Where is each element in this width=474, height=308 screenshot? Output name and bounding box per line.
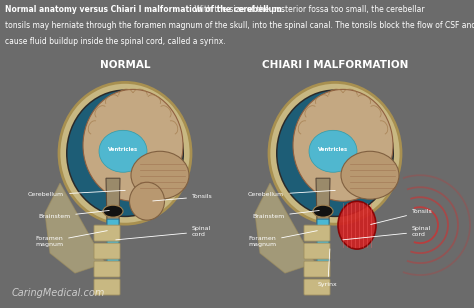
Text: Syrinx: Syrinx — [318, 249, 338, 287]
Ellipse shape — [338, 201, 376, 249]
Text: NORMAL: NORMAL — [100, 60, 150, 71]
FancyBboxPatch shape — [94, 225, 120, 241]
Text: tonsils may herniate through the foramen magnum of the skull, into the spinal ca: tonsils may herniate through the foramen… — [5, 21, 474, 30]
Polygon shape — [45, 183, 105, 273]
Ellipse shape — [269, 83, 401, 224]
FancyBboxPatch shape — [317, 219, 329, 273]
FancyBboxPatch shape — [304, 225, 330, 241]
Text: Cerebellum: Cerebellum — [28, 190, 125, 197]
Ellipse shape — [131, 151, 189, 199]
Text: Brainstem: Brainstem — [38, 210, 109, 219]
Text: Tonsils: Tonsils — [371, 209, 433, 225]
Text: Brainstem: Brainstem — [252, 210, 319, 219]
Polygon shape — [255, 183, 315, 273]
Text: Spinal
cord: Spinal cord — [343, 226, 431, 240]
Text: CaringMedical.com: CaringMedical.com — [12, 288, 105, 298]
Text: Foramen
magnum: Foramen magnum — [248, 231, 317, 247]
FancyBboxPatch shape — [107, 219, 119, 273]
Ellipse shape — [129, 182, 164, 220]
FancyBboxPatch shape — [304, 261, 330, 277]
Polygon shape — [316, 178, 330, 223]
Ellipse shape — [313, 205, 333, 217]
Ellipse shape — [67, 91, 182, 216]
FancyBboxPatch shape — [304, 243, 330, 259]
FancyBboxPatch shape — [94, 261, 120, 277]
Ellipse shape — [66, 89, 184, 217]
Ellipse shape — [83, 89, 183, 201]
FancyBboxPatch shape — [304, 279, 330, 295]
Ellipse shape — [99, 130, 147, 172]
Text: Ventricles: Ventricles — [318, 147, 348, 152]
Text: cause fluid buildup inside the spinal cord, called a syrinx.: cause fluid buildup inside the spinal co… — [5, 37, 226, 46]
Text: Cerebellum: Cerebellum — [248, 190, 335, 197]
Text: Normal anatomy versus Chiari I malformation of the cerebellum.: Normal anatomy versus Chiari I malformat… — [5, 5, 285, 14]
Text: Tonsils: Tonsils — [153, 194, 213, 201]
Text: Ventricles: Ventricles — [108, 147, 138, 152]
Ellipse shape — [276, 89, 394, 217]
Ellipse shape — [59, 83, 191, 224]
FancyBboxPatch shape — [94, 279, 120, 295]
Ellipse shape — [341, 151, 399, 199]
Text: With the size of the posterior fossa too small, the cerebellar: With the size of the posterior fossa too… — [192, 5, 425, 14]
Ellipse shape — [103, 205, 123, 217]
Text: CHIARI I MALFORMATION: CHIARI I MALFORMATION — [262, 60, 408, 71]
Text: Spinal
cord: Spinal cord — [116, 226, 211, 240]
Ellipse shape — [293, 89, 393, 201]
Polygon shape — [106, 178, 120, 223]
FancyBboxPatch shape — [94, 243, 120, 259]
Ellipse shape — [277, 91, 392, 216]
Text: Foramen
magnum: Foramen magnum — [35, 231, 107, 247]
Ellipse shape — [309, 130, 357, 172]
